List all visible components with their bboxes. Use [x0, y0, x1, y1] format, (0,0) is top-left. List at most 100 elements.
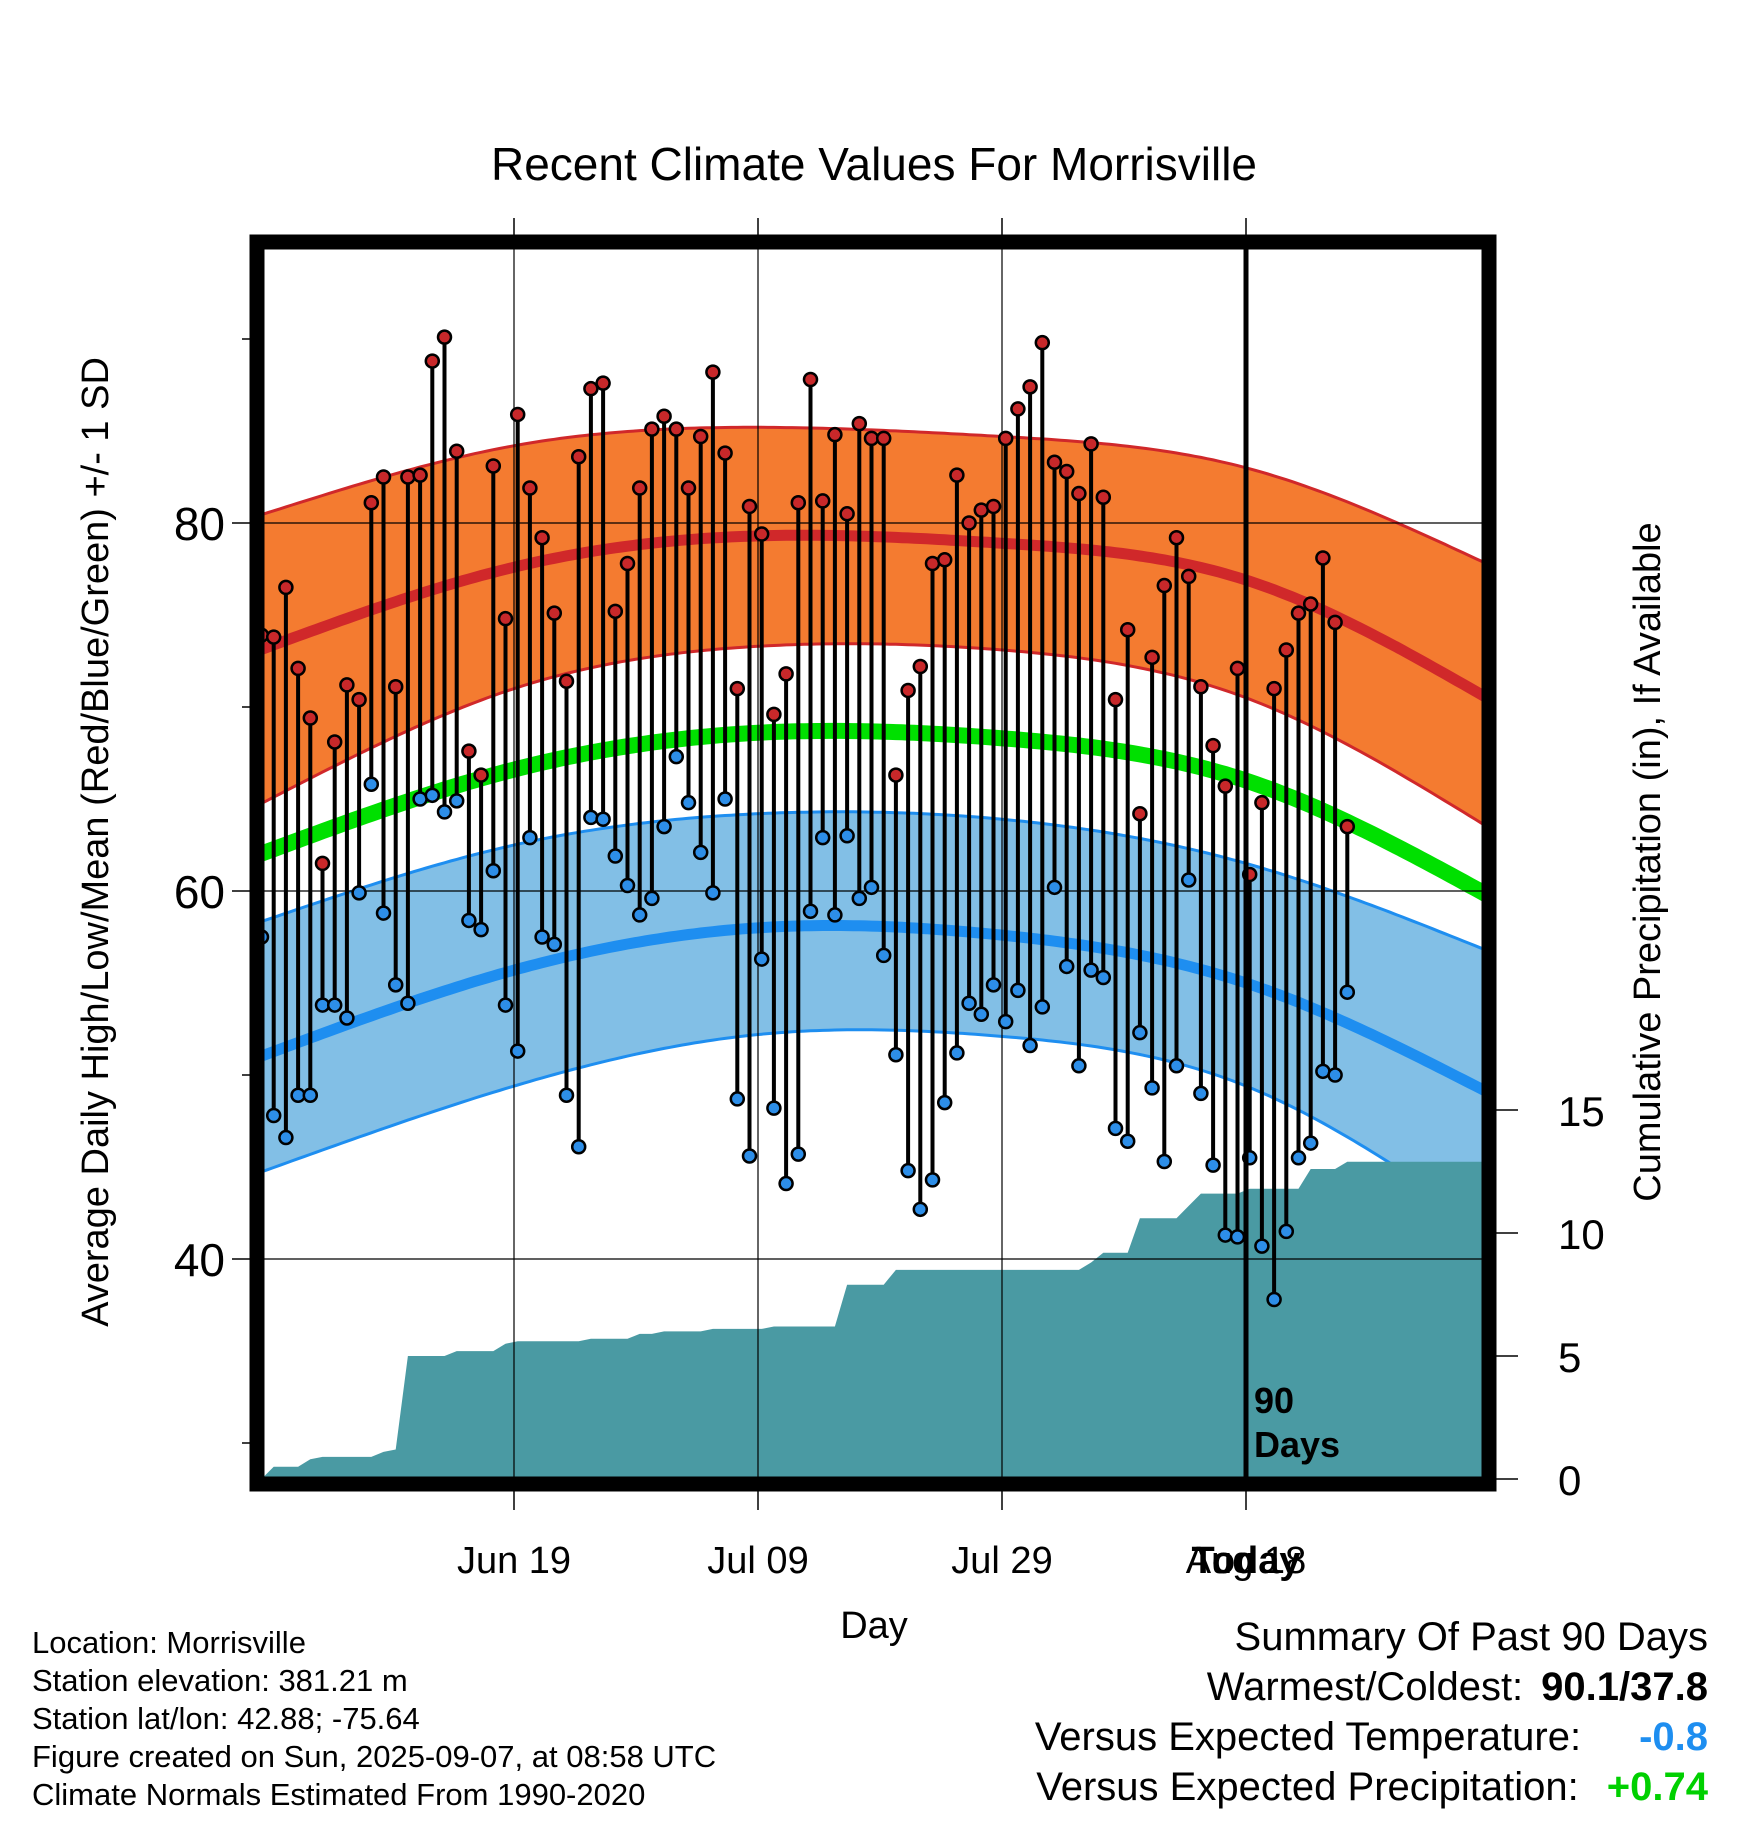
daily-high-point — [1290, 605, 1307, 621]
daily-low-point — [973, 1006, 990, 1023]
daily-low-point — [436, 804, 453, 820]
daily-low-point — [461, 912, 477, 929]
daily-low-point — [1180, 872, 1197, 888]
expected-precip-value: +0.74 — [1606, 1765, 1708, 1809]
daily-low-point — [924, 1172, 941, 1188]
daily-low-point — [278, 1129, 294, 1146]
daily-low-point — [827, 907, 843, 923]
daily-high-point — [424, 353, 441, 369]
daily-low-point — [741, 1148, 758, 1164]
daily-high-point — [412, 467, 428, 483]
daily-low-point — [1071, 1058, 1087, 1074]
daily-high-point — [497, 610, 514, 627]
daily-low-point — [302, 1087, 319, 1103]
daily-low-point — [802, 903, 819, 919]
daily-high-point — [1205, 737, 1221, 754]
daily-low-point — [997, 1013, 1014, 1030]
daily-high-point — [1156, 577, 1173, 594]
daily-high-point — [546, 605, 563, 621]
daily-low-point — [522, 829, 538, 846]
normal-mean-line — [262, 722, 1484, 903]
daily-high-point — [814, 493, 831, 509]
daily-high-point — [534, 529, 550, 546]
daily-high-point — [314, 855, 331, 872]
daily-high-point — [339, 677, 355, 693]
daily-high-point — [290, 660, 306, 677]
daily-low-point — [1095, 969, 1112, 986]
latlon-text: Station lat/lon: 42.88; -75.64 — [32, 1701, 420, 1736]
daily-low-point — [558, 1087, 575, 1103]
daily-high-point — [485, 458, 502, 474]
daily-low-point — [1034, 999, 1051, 1015]
daily-low-point — [631, 907, 648, 923]
plot-content — [262, 247, 1484, 1479]
daily-high-point — [741, 498, 758, 515]
daily-low-point — [1010, 982, 1026, 999]
daily-high-point — [461, 743, 477, 759]
daily-low-point — [778, 1175, 794, 1192]
daily-low-point — [912, 1201, 929, 1218]
daily-high-point — [705, 364, 721, 380]
daily-low-point — [509, 1043, 526, 1059]
cumulative-precip-area — [262, 1161, 1484, 1479]
daily-low-point — [1290, 1150, 1307, 1166]
summary-title: Summary Of Past 90 Days — [1234, 1615, 1708, 1659]
daily-low-point — [692, 844, 709, 861]
daily-low-point — [583, 809, 599, 826]
daily-high-point — [1034, 334, 1051, 351]
daily-low-point — [949, 1045, 965, 1061]
daily-high-point — [583, 380, 599, 397]
daily-low-point — [1058, 958, 1075, 975]
daily-low-point — [1217, 1227, 1234, 1243]
daily-high-point — [1217, 778, 1234, 794]
daily-high-point — [595, 375, 611, 391]
daily-low-point — [1302, 1135, 1319, 1151]
daily-low-point — [534, 929, 550, 945]
expected-precip-row: Versus Expected Precipitation: +0.74 — [1035, 1762, 1708, 1812]
daily-low-point — [680, 794, 697, 811]
low-lower-edge — [262, 1028, 1484, 1228]
daily-high-point — [278, 579, 294, 596]
daily-high-point — [1254, 794, 1270, 811]
daily-low-point — [473, 921, 489, 938]
daily-low-point — [1083, 962, 1099, 978]
daily-high-point — [888, 767, 904, 783]
daily-high-point — [1339, 818, 1356, 835]
daily-low-point — [814, 829, 831, 846]
daily-high-point — [558, 673, 575, 689]
daily-low-point — [1132, 1024, 1148, 1041]
daily-low-point — [1046, 879, 1063, 896]
daily-low-point — [717, 791, 733, 807]
normal-low-line — [262, 920, 1484, 1097]
daily-high-point — [656, 408, 672, 425]
daily-high-point — [692, 428, 709, 445]
daily-high-point — [778, 666, 794, 682]
daily-low-point — [1278, 1223, 1295, 1240]
expected-precip-label: Versus Expected Precipitation: — [1036, 1765, 1579, 1809]
daily-high-point — [1071, 485, 1087, 502]
daily-low-point — [900, 1162, 916, 1179]
daily-low-point — [375, 905, 392, 921]
daily-high-point — [827, 426, 843, 443]
daily-low-point — [705, 885, 721, 901]
daily-high-point — [326, 734, 343, 750]
y-axis-label: Average Daily High/Low/Mean (Red/Blue/Gr… — [75, 357, 117, 1327]
daily-high-point — [1058, 463, 1075, 480]
y2-tick-label: 0 — [1558, 1457, 1581, 1504]
normal-high-line — [262, 529, 1484, 703]
daily-high-point — [790, 495, 807, 511]
daily-high-point — [1144, 649, 1160, 666]
daily-high-point — [1266, 680, 1282, 697]
daily-high-point — [1107, 691, 1124, 708]
daily-high-point — [1302, 596, 1319, 612]
daily-low-point — [875, 947, 892, 964]
daily-low-point — [985, 977, 1002, 993]
high-lower-edge — [262, 642, 1484, 827]
daily-high-point — [949, 467, 965, 483]
daily-high-point — [448, 443, 465, 459]
x-tick-label: Jul 29 — [951, 1540, 1052, 1582]
daily-high-point — [619, 555, 636, 572]
x-tick-label: Aug 18 — [1186, 1540, 1306, 1582]
daily-high-point — [766, 706, 782, 723]
